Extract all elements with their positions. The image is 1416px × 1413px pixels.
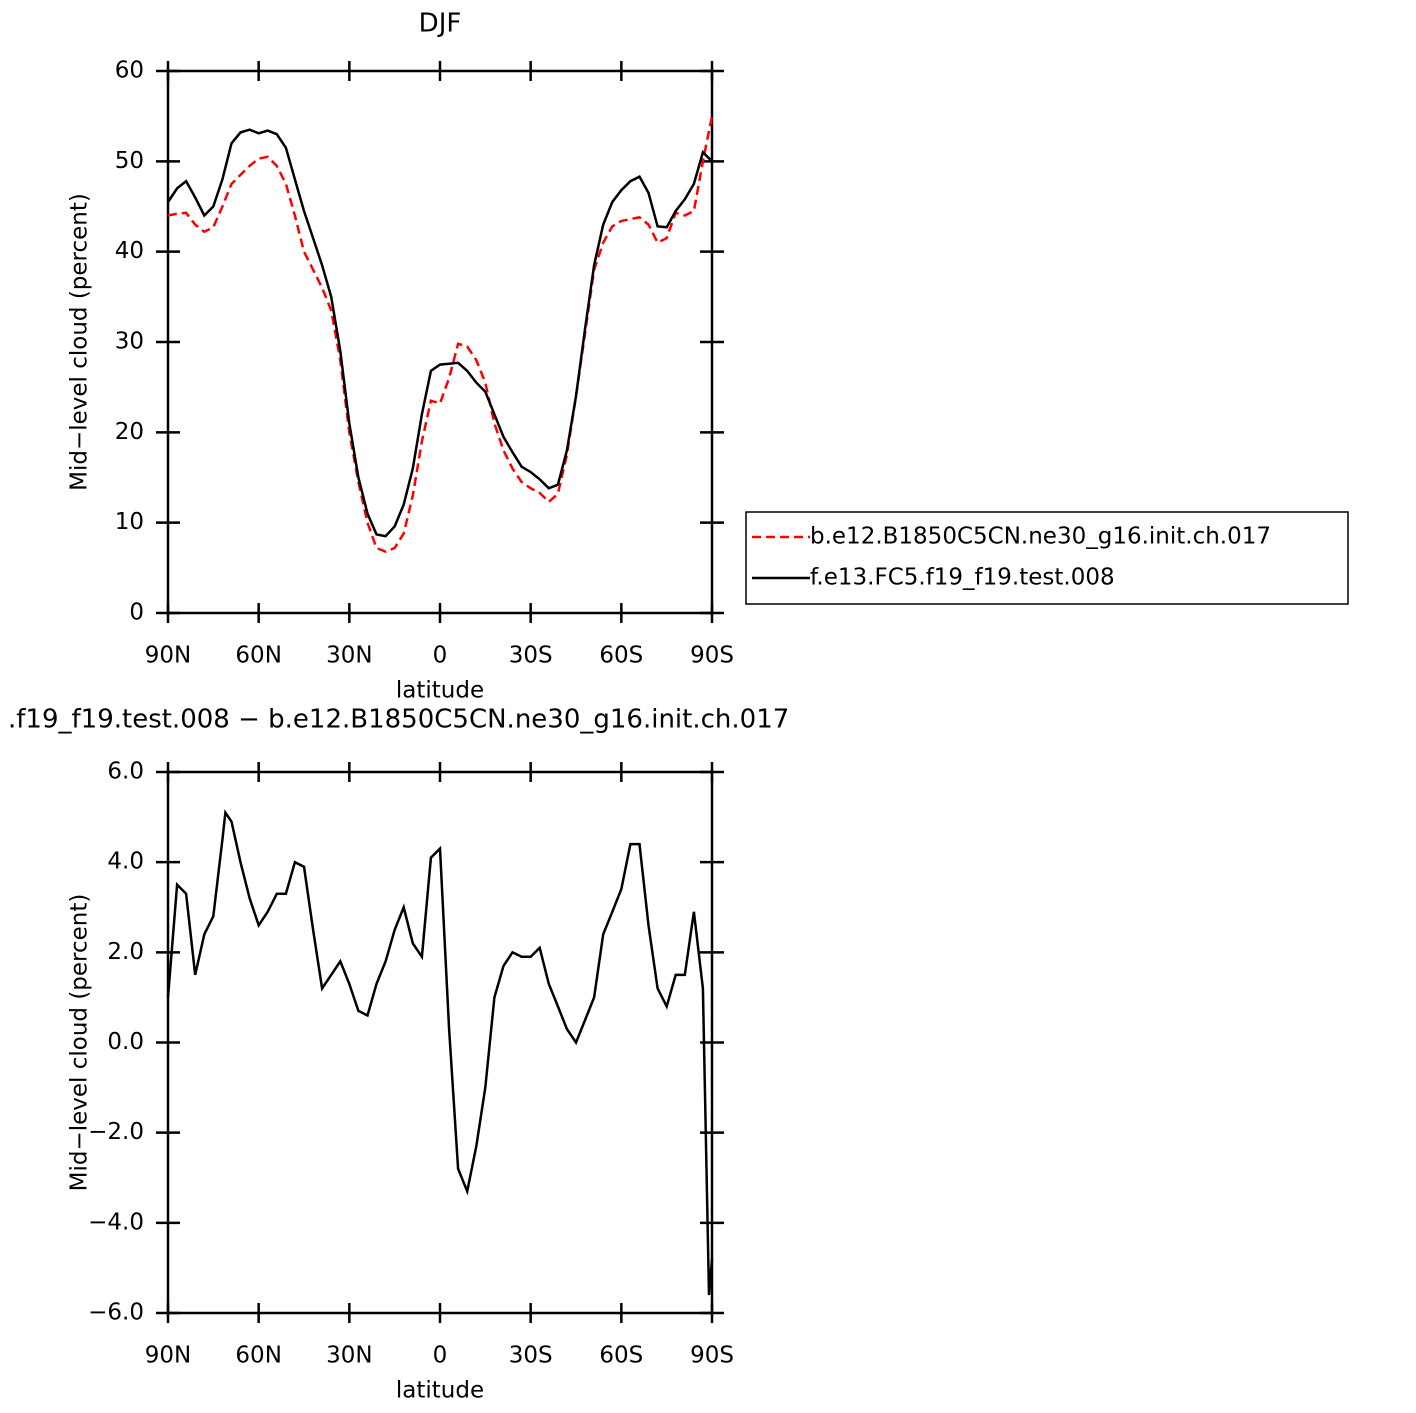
x-tick-label: 30S: [509, 643, 553, 669]
legend-label: f.e13.FC5.f19_f19.test.008: [810, 565, 1115, 591]
y-tick-label: −6.0: [88, 1300, 144, 1326]
line-series: [167, 115, 714, 553]
y-axis-label: Mid−level cloud (percent): [67, 894, 93, 1192]
x-tick-label: 30N: [326, 643, 372, 669]
chart-title: .f19_f19.test.008 − b.e12.B1850C5CN.ne30…: [8, 705, 789, 735]
y-tick-label: 50: [115, 148, 144, 174]
y-tick-label: −2.0: [88, 1119, 144, 1145]
y-tick-label: 0: [129, 600, 144, 626]
legend-box: [745, 511, 1349, 605]
x-axis-label: latitude: [396, 678, 484, 704]
y-axis-label: Mid−level cloud (percent): [67, 193, 93, 491]
x-tick-label: 90S: [690, 1343, 734, 1369]
x-tick-label: 30N: [326, 1343, 372, 1369]
x-axis-label: latitude: [396, 1378, 484, 1404]
y-tick-label: 6.0: [107, 759, 144, 785]
x-tick-label: 60S: [599, 1343, 643, 1369]
line-series: [166, 809, 714, 1296]
x-tick-label: 60S: [599, 643, 643, 669]
y-tick-label: 2.0: [107, 939, 144, 965]
chart-title: DJF: [419, 9, 462, 39]
y-tick-label: 40: [115, 238, 144, 264]
y-tick-label: 0.0: [107, 1029, 144, 1055]
y-tick-label: 10: [115, 509, 144, 535]
x-tick-label: 60N: [235, 643, 281, 669]
legend-label: b.e12.B1850C5CN.ne30_g16.init.ch.017: [810, 524, 1271, 550]
x-tick-label: 90N: [145, 643, 191, 669]
x-tick-label: 90S: [690, 643, 734, 669]
x-tick-label: 0: [433, 643, 448, 669]
line-series: [166, 128, 713, 538]
y-tick-label: 30: [115, 329, 144, 355]
x-tick-label: 90N: [145, 1343, 191, 1369]
x-tick-label: 30S: [509, 1343, 553, 1369]
x-tick-label: 0: [433, 1343, 448, 1369]
y-tick-label: 20: [115, 419, 144, 445]
y-tick-label: 60: [115, 58, 144, 84]
plot-frame: [166, 69, 714, 615]
y-tick-label: −4.0: [88, 1209, 144, 1235]
y-tick-label: 4.0: [107, 849, 144, 875]
x-tick-label: 60N: [235, 1343, 281, 1369]
